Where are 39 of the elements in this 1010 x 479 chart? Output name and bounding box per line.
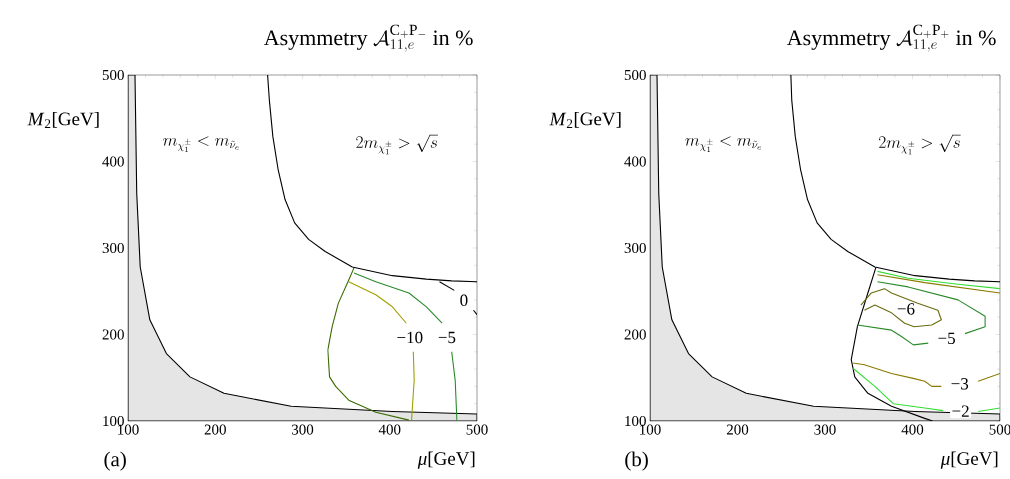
y-tick-label: 200 [102, 329, 124, 340]
series-label: −3 [951, 378, 969, 390]
y-tick-label: 300 [624, 242, 646, 254]
y-axis-title: M$_{2}$[GeV] [549, 111, 621, 128]
x-axis-title: μ[GeV] [940, 451, 998, 469]
y-axis-title: M$_{2}$[GeV] [27, 111, 99, 128]
text: (a) [104, 451, 126, 471]
text: (b) [625, 451, 648, 471]
annotation: $2m_{\chi_1^\pm}>\sqrt{s}$ [356, 134, 438, 155]
y-tick-label: 200 [624, 329, 646, 340]
x-tick-label: 100 [640, 424, 661, 435]
x-tick-label: 400 [378, 424, 401, 435]
x-tick-label: 300 [291, 424, 314, 435]
x-tick-label: 400 [901, 424, 924, 435]
series-label: 0 [460, 294, 468, 307]
x-tick-label: 100 [118, 424, 139, 435]
series-label: −10 [397, 331, 423, 344]
annotation: $2m_{\chi_1^\pm}>\sqrt{s}$ [879, 134, 961, 155]
x-tick-label: 300 [814, 424, 836, 435]
series-label: −5 [438, 331, 456, 344]
annotation: $m_{\chi_1^\pm}<m_{\tilde{\nu}_e}$ [685, 136, 761, 152]
x-tick-label: 200 [726, 424, 749, 435]
y-tick-label: 400 [624, 156, 646, 167]
y-tick-label: 500 [102, 69, 124, 81]
y-tick-label: 100 [103, 415, 124, 427]
series-label: −6 [897, 303, 915, 315]
y-tick-label: 500 [624, 69, 646, 81]
y-tick-label: 300 [102, 242, 124, 254]
chart-title: $\mbox{Asymmetry }\mathcal{A}_{11,e}^{\mathrm{C}_+\mathrm{P}_+}\mbox{ in }\%$ [786, 24, 996, 52]
x-tick-label: 500 [466, 424, 488, 435]
x-axis-title: μ[GeV] [417, 451, 475, 469]
series-label: −2 [952, 405, 969, 417]
x-tick-label: 200 [204, 424, 226, 435]
y-tick-label: 400 [102, 156, 124, 167]
y-tick-label: 100 [625, 415, 646, 427]
x-tick-label: 500 [989, 424, 1010, 435]
chart-title: $\mbox{Asymmetry }\mathcal{A}_{11,e}^{\mathrm{C}_+\mathrm{P}_-}\mbox{ in }\%$ [263, 24, 473, 52]
series-label: −5 [938, 332, 956, 345]
annotation: $m_{\chi_1^\pm}<m_{\tilde{\nu}_e}$ [163, 136, 239, 152]
